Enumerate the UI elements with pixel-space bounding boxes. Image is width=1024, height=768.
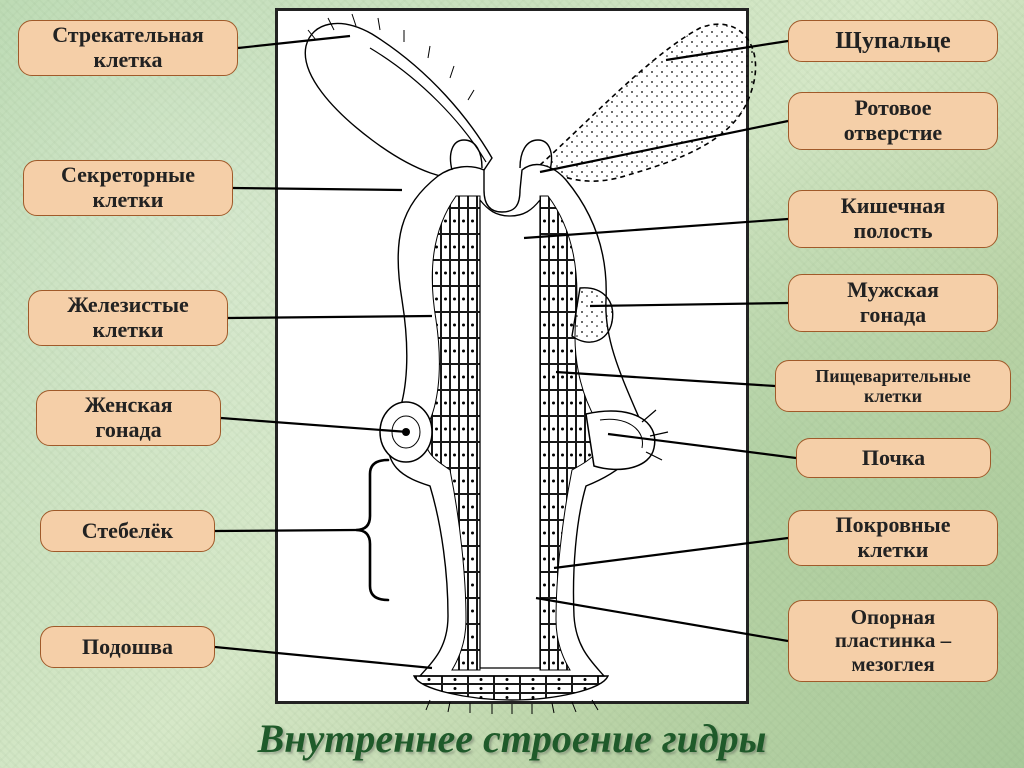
label-mouth: Ротовое отверстие [788, 92, 998, 150]
label-female-gonad: Женская гонада [36, 390, 221, 446]
label-epidermal-cells: Покровные клетки [788, 510, 998, 566]
label-digestive-cells: Пищеварительные клетки [775, 360, 1011, 412]
diagram-title: Внутреннее строение гидры [0, 715, 1024, 762]
label-stinging-cell: Стрекательная клетка [18, 20, 238, 76]
label-tentacle: Щупальце [788, 20, 998, 62]
label-glandular-cells: Железистые клетки [28, 290, 228, 346]
label-bud: Почка [796, 438, 991, 478]
label-gastric-cavity: Кишечная полость [788, 190, 998, 248]
label-mesoglea: Опорная пластинка – мезоглея [788, 600, 998, 682]
label-stalk: Стебелёк [40, 510, 215, 552]
label-secretory-cells: Секреторные клетки [23, 160, 233, 216]
diagram-frame [275, 8, 749, 704]
label-male-gonad: Мужская гонада [788, 274, 998, 332]
label-foot: Подошва [40, 626, 215, 668]
